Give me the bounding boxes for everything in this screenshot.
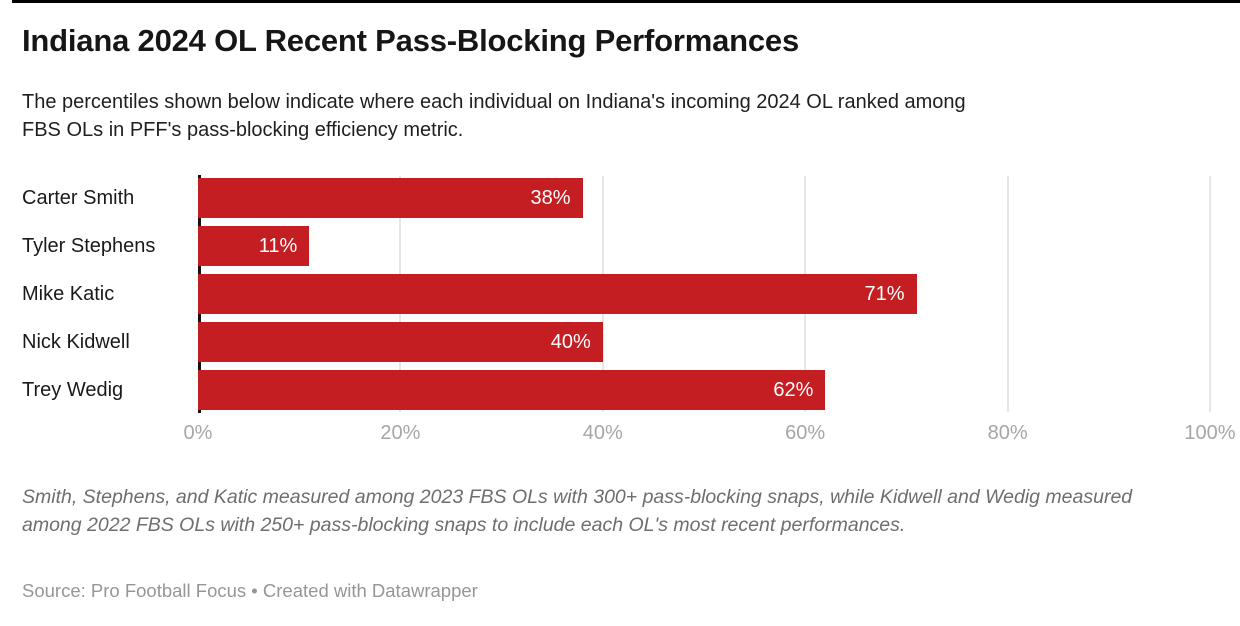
bar-trey-wedig: 62% <box>198 370 826 410</box>
top-border <box>12 0 1240 3</box>
category-label: Nick Kidwell <box>22 331 130 353</box>
bar-tyler-stephens: 11% <box>198 226 310 266</box>
bar-value-label: 11% <box>258 235 298 257</box>
x-axis-tick-label: 100% <box>1184 422 1236 444</box>
source-line: Source: Pro Football Focus • Created wit… <box>22 580 478 601</box>
gridline <box>1006 176 1009 412</box>
category-label: Carter Smith <box>22 187 135 209</box>
x-axis-tick-label: 20% <box>380 422 421 444</box>
category-label: Tyler Stephens <box>22 235 156 257</box>
bar-carter-smith: 38% <box>198 178 583 218</box>
x-axis-tick-label: 0% <box>183 422 213 444</box>
bar-value-label: 38% <box>530 187 571 209</box>
gridline <box>1209 176 1211 412</box>
bar-nick-kidwell: 40% <box>198 322 603 362</box>
category-label: Trey Wedig <box>22 379 124 401</box>
chart-subtitle: The percentiles shown below indicate whe… <box>22 91 966 141</box>
category-label: Mike Katic <box>22 283 115 305</box>
bar-value-label: 40% <box>550 331 591 353</box>
bar-value-label: 71% <box>864 283 905 305</box>
category-labels: Carter Smith Tyler Stephens Mike Katic Nick… <box>22 178 192 418</box>
x-axis-tick-label: 80% <box>987 422 1028 444</box>
x-axis: 0% 20% 40% 60% 80% 100% <box>184 421 1236 445</box>
bar-value-label: 62% <box>773 379 814 401</box>
x-axis-tick-label: 40% <box>582 422 623 444</box>
page-title: Indiana 2024 OL Recent Pass-Blocking Per… <box>22 23 799 58</box>
chart-footnote: Smith, Stephens, and Katic measured amon… <box>22 486 1133 536</box>
bar-mike-katic: 71% <box>198 274 917 314</box>
x-axis-tick-label: 60% <box>785 422 826 444</box>
plot-area: 38% 11% 71% 40% 62% <box>198 175 1211 413</box>
